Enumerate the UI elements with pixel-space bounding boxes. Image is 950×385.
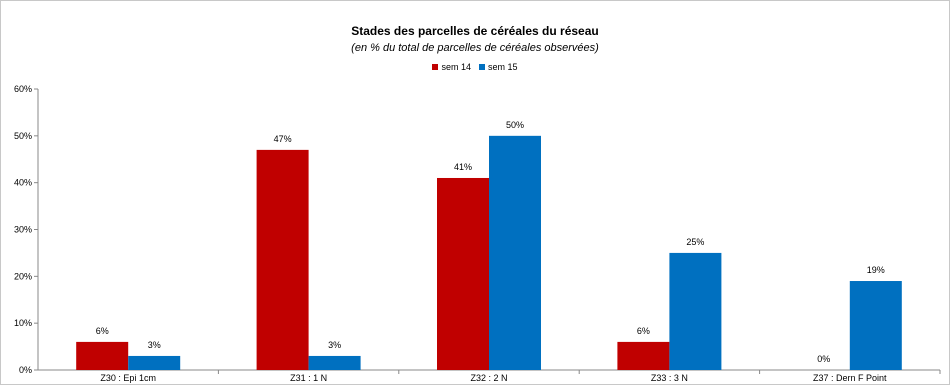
data-label: 3% [148, 340, 161, 350]
x-tick-label: Z37 : Dern F Point [813, 373, 887, 383]
chart-title: Stades des parcelles de céréales du rése… [351, 24, 599, 38]
bar [256, 149, 309, 370]
data-label: 6% [637, 326, 650, 336]
bar [128, 355, 181, 370]
bar [617, 341, 670, 370]
legend-label-sem15: sem 15 [488, 62, 518, 72]
bar [489, 135, 541, 370]
data-label: 0% [817, 354, 830, 364]
legend-label-sem14: sem 14 [441, 62, 471, 72]
y-tick-label: 0% [19, 365, 32, 375]
data-label: 47% [274, 134, 292, 144]
bar [437, 177, 489, 370]
chart-legend: sem 14 sem 15 [0, 62, 950, 72]
legend-swatch-sem14 [432, 64, 439, 70]
data-label: 6% [96, 326, 109, 336]
data-label: 3% [328, 340, 341, 350]
data-label: 50% [506, 120, 524, 130]
bar [849, 281, 902, 370]
bar [308, 355, 361, 370]
legend-item-sem14: sem 14 [432, 62, 471, 72]
y-tick-label: 50% [14, 131, 32, 141]
chart-subtitle: (en % du total de parcelles de céréales … [351, 42, 599, 54]
y-tick-label: 10% [14, 318, 32, 328]
y-tick-label: 40% [14, 178, 32, 188]
x-tick-label: Z33 : 3 N [651, 373, 688, 383]
bar [76, 341, 129, 370]
legend-item-sem15: sem 15 [479, 62, 518, 72]
y-tick-label: 30% [14, 225, 32, 235]
y-tick-label: 60% [14, 84, 32, 94]
x-tick-label: Z31 : 1 N [290, 373, 327, 383]
data-label: 25% [686, 237, 704, 247]
x-tick-label: Z30 : Epi 1cm [100, 373, 156, 383]
x-tick-label: Z32 : 2 N [470, 373, 507, 383]
data-label: 41% [454, 162, 472, 172]
bar [669, 252, 722, 370]
legend-swatch-sem15 [479, 64, 485, 70]
y-tick-label: 20% [14, 271, 32, 281]
data-label: 19% [867, 265, 885, 275]
